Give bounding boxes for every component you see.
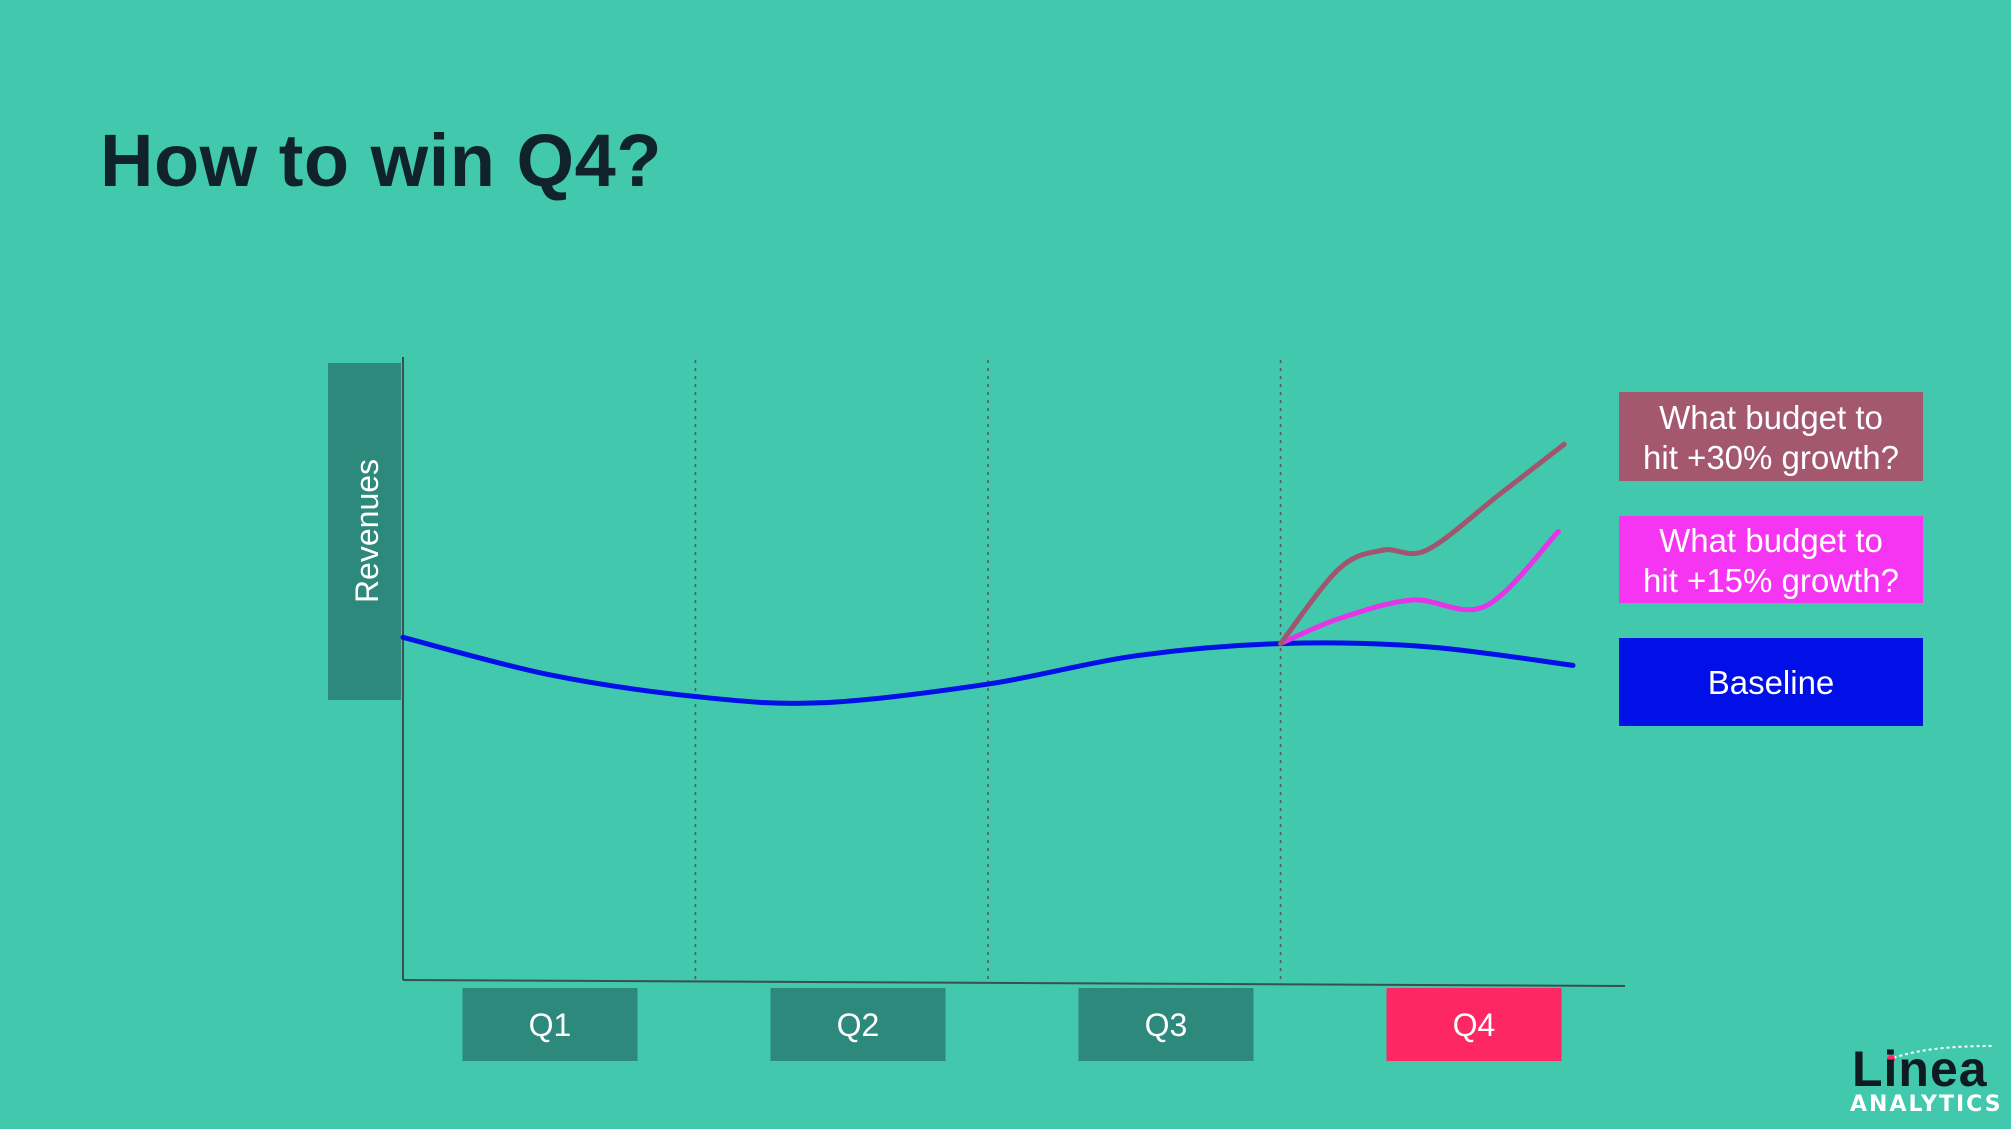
x-axis-line [402,979,1626,987]
y-axis-label-box [328,363,401,700]
category-tag-q4 [1386,988,1562,1061]
label-baseline: Baseline [1708,664,1835,701]
label-15-line-2: hit +15% growth? [1643,562,1899,599]
slide-title: How to win Q4? [100,119,662,202]
linea-analytics-logo: Linea ANALYTICS [1848,1040,2001,1120]
category-label-q3: Q3 [1145,1007,1188,1043]
gridlines [694,360,1282,982]
category-label-q2: Q2 [837,1007,880,1043]
series-line-baseline [400,634,1576,706]
label-baseline-box [1619,638,1923,726]
label-30-line-1: What budget to [1659,399,1883,436]
series-line-growth-30 [1278,441,1567,647]
category-label-q1: Q1 [529,1007,572,1043]
series-line-growth-15 [1278,528,1561,647]
logo-word: Linea [1852,1041,1988,1097]
logo-swoosh-icon [1887,1045,1995,1063]
label-15-line-1: What budget to [1659,522,1883,559]
x-category-tags: Q1 Q2 Q3 Q4 [462,988,1562,1061]
logo-sub: ANALYTICS [1850,1092,2003,1117]
label-15-box [1619,516,1923,603]
category-tag-q3 [1078,988,1254,1061]
label-30-line-2: hit +30% growth? [1643,439,1899,476]
category-label-q4: Q4 [1453,1007,1496,1043]
y-axis-label: Revenues [349,459,385,603]
series-lines [400,441,1576,706]
category-tag-q2 [770,988,946,1061]
category-tag-q1 [462,988,638,1061]
label-30-box [1619,392,1923,481]
